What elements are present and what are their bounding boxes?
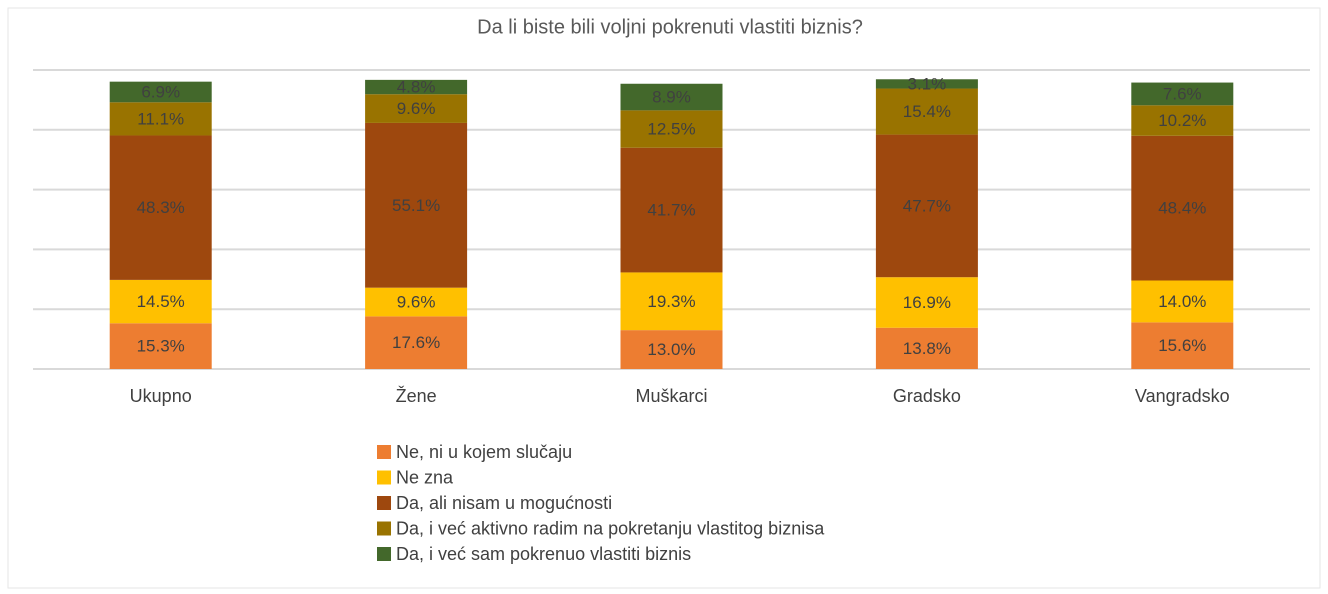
bar-segment — [109, 135, 212, 280]
bar-segment — [1131, 322, 1234, 369]
value-label: 48.3% — [137, 198, 185, 217]
legend-label: Da, i već sam pokrenuo vlastiti biznis — [396, 544, 691, 564]
value-label: 48.4% — [1158, 199, 1206, 218]
bar-segment — [1131, 135, 1234, 281]
value-label: 12.5% — [647, 120, 695, 139]
value-label: 7.6% — [1163, 84, 1202, 103]
bar-segment — [365, 79, 468, 95]
bar-segment — [620, 83, 723, 111]
bar-segment — [620, 330, 723, 369]
bar-segment — [875, 327, 978, 369]
value-label: 13.0% — [647, 340, 695, 359]
bar-segment — [620, 147, 723, 273]
value-label: 9.6% — [397, 293, 436, 312]
bar-segment — [109, 323, 212, 369]
bar-segment — [620, 110, 723, 148]
chart-title: Da li biste bili voljni pokrenuti vlasti… — [477, 16, 863, 38]
legend-swatch — [377, 470, 391, 485]
value-label: 47.7% — [903, 196, 951, 215]
bar-segment — [875, 88, 978, 135]
value-label: 13.8% — [903, 339, 951, 358]
value-label: 4.8% — [397, 78, 436, 97]
value-label: 9.6% — [397, 99, 436, 118]
bar-segment — [1131, 280, 1234, 323]
bar-segment — [365, 316, 468, 369]
bar-segment — [875, 79, 978, 89]
value-label: 16.9% — [903, 293, 951, 312]
value-label: 6.9% — [141, 82, 180, 101]
legend-swatch — [377, 496, 391, 510]
bar-segment — [875, 277, 978, 328]
bar-segment — [1131, 82, 1234, 106]
legend-swatch — [377, 547, 391, 561]
x-tick-label: Žene — [396, 386, 437, 406]
bar-segment — [1131, 105, 1234, 136]
value-label: 11.1% — [137, 109, 184, 128]
value-label: 14.5% — [137, 292, 185, 311]
legend-label: Ne zna — [396, 467, 454, 487]
value-label: 3.1% — [908, 74, 947, 93]
x-tick-label: Muškarci — [635, 386, 707, 406]
legend-swatch — [377, 521, 391, 536]
x-tick-label: Gradsko — [893, 386, 961, 406]
legend-swatch — [377, 445, 391, 459]
value-label: 17.6% — [392, 333, 440, 352]
bar-segment — [109, 81, 212, 103]
value-label: 15.3% — [137, 337, 185, 356]
value-label: 19.3% — [647, 292, 695, 311]
value-label: 15.4% — [903, 102, 951, 121]
bar-segment — [365, 287, 468, 317]
bar-segment — [365, 94, 468, 123]
value-label: 15.6% — [1158, 336, 1206, 355]
x-tick-label: Ukupno — [130, 386, 192, 406]
legend-label: Da, i već aktivno radim na pokretanju vl… — [396, 518, 825, 538]
legend-label: Ne, ni u kojem slučaju — [396, 442, 572, 462]
bar-segment — [109, 279, 212, 324]
value-label: 8.9% — [652, 88, 691, 107]
value-label: 10.2% — [1158, 111, 1206, 130]
legend-label: Da, ali nisam u mogućnosti — [396, 493, 612, 513]
bar-segment — [365, 122, 468, 288]
bar-segment — [875, 134, 978, 278]
x-tick-label: Vangradsko — [1135, 386, 1230, 406]
bar-segment — [109, 102, 212, 136]
value-label: 41.7% — [647, 201, 695, 220]
value-label: 55.1% — [392, 196, 440, 215]
value-label: 14.0% — [1158, 292, 1206, 311]
bar-segment — [620, 272, 723, 331]
